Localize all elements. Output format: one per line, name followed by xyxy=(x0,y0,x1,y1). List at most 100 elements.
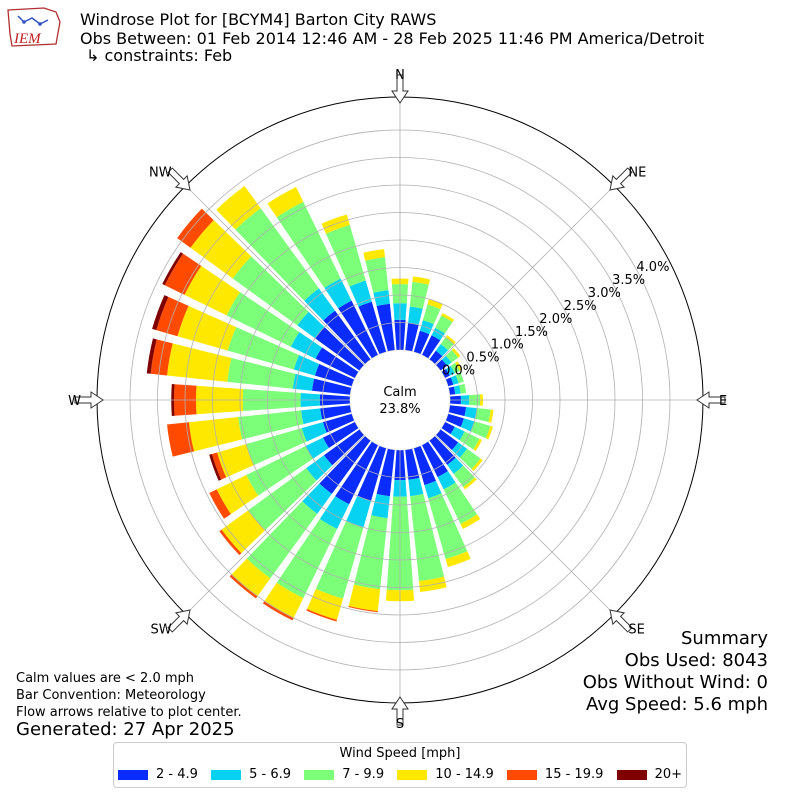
grid-spoke-45 xyxy=(399,185,615,401)
wedge-dir-210-bin-0 xyxy=(335,441,379,505)
wedge-dir-310-bin-0 xyxy=(315,327,365,371)
wedge-dir-340-bin-2 xyxy=(325,225,366,287)
wedge-dir-40-bin-0 xyxy=(429,350,443,365)
radial-tick-label-7: 3.5% xyxy=(612,273,645,288)
wedge-dir-240-bin-3 xyxy=(216,474,259,515)
flow-arrow-270 xyxy=(74,391,104,409)
calm-label: Calm xyxy=(383,385,416,400)
grid-spoke-315 xyxy=(185,185,401,401)
wedge-dir-310-bin-2 xyxy=(232,256,309,326)
wedge-dir-160-bin-0 xyxy=(413,445,436,486)
summary-avg-speed: Avg Speed: 5.6 mph xyxy=(586,694,768,715)
wedge-dir-230-bin-1 xyxy=(306,455,333,481)
calm-value: 23.8% xyxy=(379,402,420,417)
wedge-dir-250-bin-3 xyxy=(217,444,254,478)
legend-swatch-1 xyxy=(211,769,242,780)
wedge-dir-160-bin-2 xyxy=(428,493,468,560)
wedge-dir-70-bin-2 xyxy=(455,372,464,384)
wedge-dir-200-bin-4 xyxy=(306,608,337,622)
radial-tick-label-1: 0.5% xyxy=(466,351,499,366)
legend-item-0: 2 - 4.9 xyxy=(118,767,198,782)
arrow-layer xyxy=(74,74,726,726)
wedge-dir-140-bin-2 xyxy=(453,465,475,488)
wedge-dir-300-bin-3 xyxy=(184,265,240,316)
wedge-dir-300-bin-5 xyxy=(162,252,183,286)
flow-arrow-225 xyxy=(167,609,191,633)
obs-between: Obs Between: 01 Feb 2014 12:46 AM - 28 F… xyxy=(80,29,705,48)
wedge-dir-110-bin-2 xyxy=(470,421,491,439)
wedge-dir-330-bin-1 xyxy=(324,278,352,309)
wedge-dir-230-bin-4 xyxy=(219,529,242,556)
wedge-dir-100-bin-3 xyxy=(488,409,494,423)
wedge-dir-290-bin-5 xyxy=(152,295,169,331)
wedge-dir-150-bin-3 xyxy=(460,514,481,529)
wedge-dir-220-bin-0 xyxy=(319,435,371,494)
bars-layer xyxy=(146,186,494,622)
wedge-dir-190-bin-2 xyxy=(353,515,388,590)
wedge-dir-260-bin-0 xyxy=(320,405,352,420)
wedge-dir-200-bin-1 xyxy=(346,495,372,528)
wedge-dir-220-bin-4 xyxy=(229,574,258,599)
wedge-dir-170-bin-0 xyxy=(405,448,420,480)
wedge-dir-190-bin-1 xyxy=(371,493,390,519)
wedge-dir-320-bin-3 xyxy=(216,186,261,230)
wedge-dir-10-bin-0 xyxy=(405,322,419,352)
wedge-dir-350-bin-1 xyxy=(373,290,390,307)
wedge-dir-250-bin-0 xyxy=(322,413,355,433)
wedge-dir-140-bin-3 xyxy=(463,477,477,490)
wedge-dir-310-bin-1 xyxy=(297,311,325,339)
wedge-dir-300-bin-1 xyxy=(290,332,323,359)
wedge-dir-130-bin-3 xyxy=(471,458,483,472)
wedge-dir-80-bin-2 xyxy=(459,383,467,394)
wedge-dir-320-bin-0 xyxy=(323,310,371,365)
wedge-dir-110-bin-1 xyxy=(460,418,475,432)
wedge-dir-150-bin-1 xyxy=(437,471,456,490)
compass-label-nw: NW xyxy=(149,166,172,181)
wedge-dir-110-bin-0 xyxy=(445,413,464,428)
wedge-dir-250-bin-1 xyxy=(301,422,327,442)
radial-tick-label-2: 1.0% xyxy=(491,338,524,353)
legend-item-5: 20+ xyxy=(616,767,682,782)
bar-convention-note: Bar Convention: Meteorology xyxy=(16,688,206,703)
wedge-dir-210-bin-3 xyxy=(264,582,304,618)
wedge-dir-300-bin-4 xyxy=(164,253,202,295)
legend-items: 2 - 4.9 5 - 6.9 7 - 9.9 10 - 14.9 15 - 19.9 2… xyxy=(118,767,682,782)
wedge-dir-130-bin-2 xyxy=(459,448,481,470)
wedge-dir-190-bin-3 xyxy=(348,584,381,612)
compass-label-n: N xyxy=(395,68,405,83)
wedge-dir-220-bin-2 xyxy=(246,501,318,579)
constraints: ↳ constraints: Feb xyxy=(86,46,233,65)
wedge-dir-240-bin-0 xyxy=(322,421,359,448)
wedge-dir-80-bin-0 xyxy=(448,386,456,395)
wedge-dir-300-bin-0 xyxy=(315,347,359,379)
wedge-dir-280-bin-2 xyxy=(227,357,296,389)
wedge-dir-160-bin-1 xyxy=(424,480,442,499)
legend-swatch-2 xyxy=(304,769,335,780)
wedge-dir-50-bin-2 xyxy=(445,349,459,363)
wedge-dir-30-bin-3 xyxy=(441,313,455,323)
compass-label-se: SE xyxy=(628,622,644,637)
wedge-dir-280-bin-4 xyxy=(150,339,173,376)
wedge-dir-230-bin-0 xyxy=(323,429,365,466)
wedge-dir-250-bin-5 xyxy=(209,453,222,481)
flow-arrow-90 xyxy=(696,391,726,409)
wedge-dir-300-bin-2 xyxy=(226,292,300,347)
wedge-dir-240-bin-1 xyxy=(305,437,329,459)
legend-item-3: 10 - 14.9 xyxy=(397,767,494,782)
wedge-dir-200-bin-3 xyxy=(306,588,344,620)
wedge-dir-40-bin-3 xyxy=(445,335,456,345)
legend-item-4: 15 - 19.9 xyxy=(506,767,603,782)
legend-label-2: 7 - 9.9 xyxy=(342,767,385,782)
wedge-dir-120-bin-1 xyxy=(450,426,465,441)
radial-tick-label-8: 4.0% xyxy=(636,260,669,275)
summary-panel: Summary Obs Used: 8043 Obs Without Wind:… xyxy=(583,628,768,716)
wedge-dir-190-bin-4 xyxy=(348,605,378,613)
wedge-dir-20-bin-3 xyxy=(427,299,443,310)
summary-obs-without-wind: Obs Without Wind: 0 xyxy=(582,672,768,693)
wedge-dir-330-bin-3 xyxy=(267,186,304,218)
flow-arrow-180 xyxy=(391,696,409,726)
calm-circle xyxy=(350,350,450,450)
wedge-dir-220-bin-3 xyxy=(231,558,271,597)
generated-date: Generated: 27 Apr 2025 xyxy=(16,719,235,740)
wedge-dir-10-bin-3 xyxy=(412,276,431,285)
